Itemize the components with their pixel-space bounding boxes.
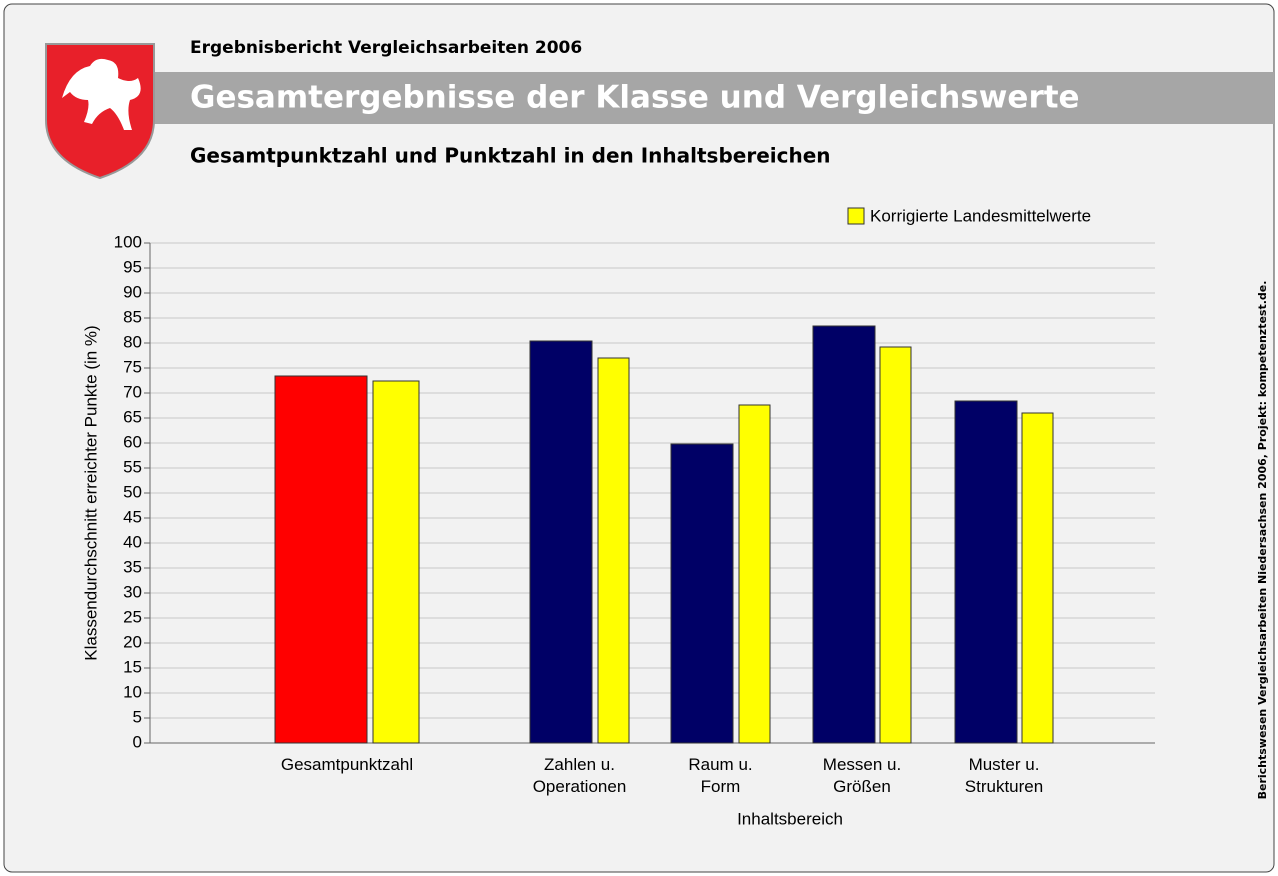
y-tick-label: 80: [123, 332, 142, 351]
y-tick-label: 50: [123, 482, 142, 501]
bar: [274, 375, 368, 744]
y-tick-label: 100: [114, 232, 142, 251]
report-label: Ergebnisbericht Vergleichsarbeiten 2006: [190, 38, 582, 58]
bar: [738, 404, 771, 744]
y-tick-label: 35: [123, 557, 142, 576]
y-tick-label: 65: [123, 407, 142, 426]
x-tick-label: Muster u. Strukturen: [965, 755, 1043, 796]
title-band: [150, 72, 1274, 124]
bar: [954, 400, 1018, 744]
y-tick-label: 5: [133, 707, 142, 726]
x-axis-label: Inhaltsbereich: [737, 809, 843, 828]
bar: [372, 380, 420, 744]
x-tick-label: Zahlen u. Operationen: [533, 755, 627, 796]
y-tick-label: 20: [123, 632, 142, 651]
bar: [879, 346, 912, 744]
subtitle: Gesamtpunktzahl und Punktzahl in den Inh…: [190, 144, 831, 168]
logo: [45, 43, 155, 180]
x-tick-label: Messen u. Größen: [823, 755, 901, 796]
x-tick-label: Gesamtpunktzahl: [281, 755, 413, 774]
bar: [529, 340, 593, 744]
y-tick-label: 15: [123, 657, 142, 676]
frame: [3, 3, 1275, 873]
legend-swatch: [847, 207, 865, 225]
y-tick-label: 45: [123, 507, 142, 526]
y-tick-label: 40: [123, 532, 142, 551]
side-note: Berichtswesen Vergleichsarbeiten Nieders…: [1256, 281, 1269, 800]
x-tick-label: Raum u. Form: [688, 755, 752, 796]
bar: [597, 357, 630, 744]
y-tick-label: 60: [123, 432, 142, 451]
y-tick-label: 85: [123, 307, 142, 326]
y-tick-label: 90: [123, 282, 142, 301]
y-tick-label: 75: [123, 357, 142, 376]
y-tick-label: 0: [133, 732, 142, 751]
page-title: Gesamtergebnisse der Klasse und Vergleic…: [190, 80, 1080, 116]
legend-label: Korrigierte Landesmittelwerte: [870, 206, 1091, 225]
bar: [812, 325, 876, 744]
y-tick-label: 25: [123, 607, 142, 626]
y-tick-label: 30: [123, 582, 142, 601]
y-tick-label: 95: [123, 257, 142, 276]
y-axis-label: Klassendurchschnitt erreichter Punkte (i…: [81, 325, 100, 660]
y-tick-label: 10: [123, 682, 142, 701]
y-tick-label: 55: [123, 457, 142, 476]
y-tick-label: 70: [123, 382, 142, 401]
bar: [670, 443, 734, 744]
bar: [1021, 412, 1054, 744]
